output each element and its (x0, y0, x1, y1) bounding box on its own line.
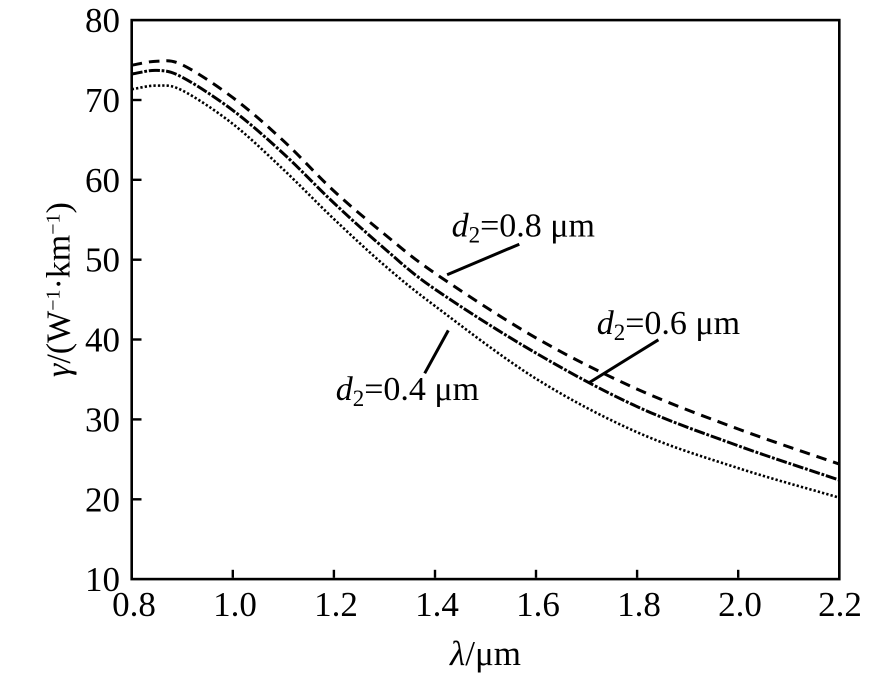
svg-text:λ/μm: λ/μm (449, 634, 521, 673)
svg-text:0.8: 0.8 (112, 585, 156, 624)
svg-text:60: 60 (85, 161, 120, 200)
svg-text:70: 70 (85, 81, 120, 120)
svg-text:1.6: 1.6 (516, 585, 560, 624)
svg-text:50: 50 (85, 241, 120, 280)
svg-text:2.2: 2.2 (818, 585, 862, 624)
svg-text:1.4: 1.4 (415, 585, 459, 624)
svg-text:40: 40 (85, 321, 120, 360)
svg-text:20: 20 (85, 480, 120, 519)
svg-text:1.2: 1.2 (314, 585, 358, 624)
svg-text:2.0: 2.0 (718, 585, 762, 624)
svg-text:1.0: 1.0 (213, 585, 257, 624)
svg-text:d2=0.4 μm: d2=0.4 μm (336, 371, 479, 411)
svg-text:d2=0.6 μm: d2=0.6 μm (597, 305, 740, 345)
svg-text:10: 10 (85, 560, 120, 599)
svg-text:d2=0.8 μm: d2=0.8 μm (452, 207, 595, 247)
svg-text:1.8: 1.8 (617, 585, 661, 624)
svg-text:80: 80 (85, 1, 120, 40)
svg-text:30: 30 (85, 400, 120, 439)
